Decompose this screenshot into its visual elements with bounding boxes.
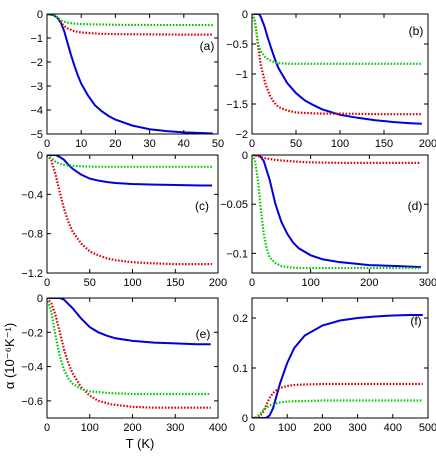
series-line-f-1 [252,382,423,418]
y-tick-label-a: −4 [30,105,43,117]
panel-label-b: (b) [409,24,424,38]
x-tick-label-b: 150 [375,138,393,150]
x-tick-label-d: 0 [249,277,255,289]
y-tick-label-b: −1.5 [226,99,248,111]
series-line-d-2 [252,155,421,270]
series-line-c-2 [47,155,213,168]
panel-c: 0 50 100 150 200 0 −0.4 −0.8 −1.2 (c) [21,150,227,289]
series-line-f-0 [252,314,423,418]
y-tick-label-f: 0.2 [233,313,248,325]
panel-d: 0 100 200 300 0 −0.05 −0.1 (d) [220,150,436,289]
y-tick-label-a: 0 [37,9,43,21]
y-tick-label-c: −0.8 [21,229,43,241]
x-tick-label-c: 150 [166,277,184,289]
y-tick-label-a: −1 [30,33,43,45]
x-tick-label-c: 100 [123,277,141,289]
y-tick-label-b: −2 [235,129,248,141]
x-tick-label-e: 0 [44,422,50,434]
plot-frame-a [46,13,219,135]
series-line-e-0 [47,298,211,346]
series-line-e-1 [47,298,211,409]
y-tick-label-d: −0.1 [226,248,248,260]
series-line-e-2 [47,298,211,396]
series-line-d-1 [252,155,421,164]
x-tick-label-f: 300 [348,422,366,434]
x-tick-label-a: 20 [109,138,121,150]
x-tick-label-f: 500 [419,422,436,434]
plot-frame-b [251,13,429,135]
x-tick-label-e: 100 [81,422,99,434]
panel-a: 0 10 20 30 40 50 0 −1 −2 −3 −4 −5 (a) [30,9,224,150]
x-axis-label: T (K) [126,436,155,451]
series-line-a-1 [47,14,213,36]
y-tick-label-e: −0.4 [21,362,43,374]
y-tick-label-b: −0.5 [226,39,248,51]
x-tick-label-c: 50 [84,277,96,289]
x-tick-label-a: 50 [212,138,224,150]
x-tick-label-b: 50 [290,138,302,150]
panel-label-c: (c) [195,199,209,213]
y-tick-label-b: 0 [242,9,248,21]
series-line-b-2 [252,14,422,65]
x-tick-label-d: 100 [301,277,319,289]
x-tick-label-a: 30 [143,138,155,150]
x-tick-label-f: 100 [278,422,296,434]
panel-label-e: (e) [196,327,211,341]
y-tick-label-d: 0 [242,150,248,162]
x-tick-label-f: 200 [313,422,331,434]
series-line-c-0 [47,155,213,187]
panel-label-a: (a) [200,39,215,53]
x-tick-label-b: 200 [419,138,436,150]
panel-f: 0 100 200 300 400 500 0 0.1 0.2 (f) [233,297,436,434]
y-tick-label-c: −0.4 [21,189,43,201]
series-line-d-0 [252,155,422,269]
x-tick-label-f: 0 [249,422,255,434]
y-tick-label-e: 0 [37,293,43,305]
x-tick-label-f: 400 [384,422,402,434]
plot-frame-c [46,154,219,274]
x-tick-label-c: 0 [44,277,50,289]
x-tick-label-a: 40 [178,138,190,150]
y-tick-label-e: −0.2 [21,327,43,339]
y-tick-label-d: −0.05 [220,199,248,211]
y-tick-label-f: 0 [242,413,248,425]
y-tick-label-c: −1.2 [21,268,43,280]
panel-b: 0 50 100 150 200 0 −0.5 −1 −1.5 −2 (b) [226,9,436,150]
x-tick-label-c: 200 [209,277,227,289]
x-tick-label-a: 10 [75,138,87,150]
y-axis-label: α (10⁻⁶K⁻¹) [2,323,17,389]
x-tick-label-e: 300 [166,422,184,434]
plot-frame-f [251,297,429,419]
x-tick-label-d: 200 [360,277,378,289]
plot-frame-d [251,154,429,274]
y-tick-label-a: −5 [30,129,43,141]
y-tick-label-f: 0.1 [233,363,248,375]
y-tick-label-a: −3 [30,81,43,93]
series-line-c-1 [47,155,213,266]
x-tick-label-d: 300 [419,277,436,289]
y-tick-label-e: −0.6 [21,396,43,408]
x-tick-label-a: 0 [44,138,50,150]
x-tick-label-e: 200 [123,422,141,434]
x-tick-label-b: 100 [331,138,349,150]
x-tick-label-e: 400 [209,422,227,434]
x-tick-label-b: 0 [249,138,255,150]
series-line-b-0 [252,14,422,125]
panel-e: 0 100 200 300 400 0 −0.2 −0.4 −0.6 (e) [21,293,227,434]
series-line-f-2 [252,399,423,418]
panel-label-f: (f) [410,314,421,328]
plot-frame-e [46,297,219,419]
y-tick-label-b: −1 [235,69,248,81]
series-line-a-2 [47,14,213,27]
panel-label-d: (d) [408,199,423,213]
y-tick-label-a: −2 [30,57,43,69]
series-line-a-0 [47,14,213,134]
y-tick-label-c: 0 [37,150,43,162]
